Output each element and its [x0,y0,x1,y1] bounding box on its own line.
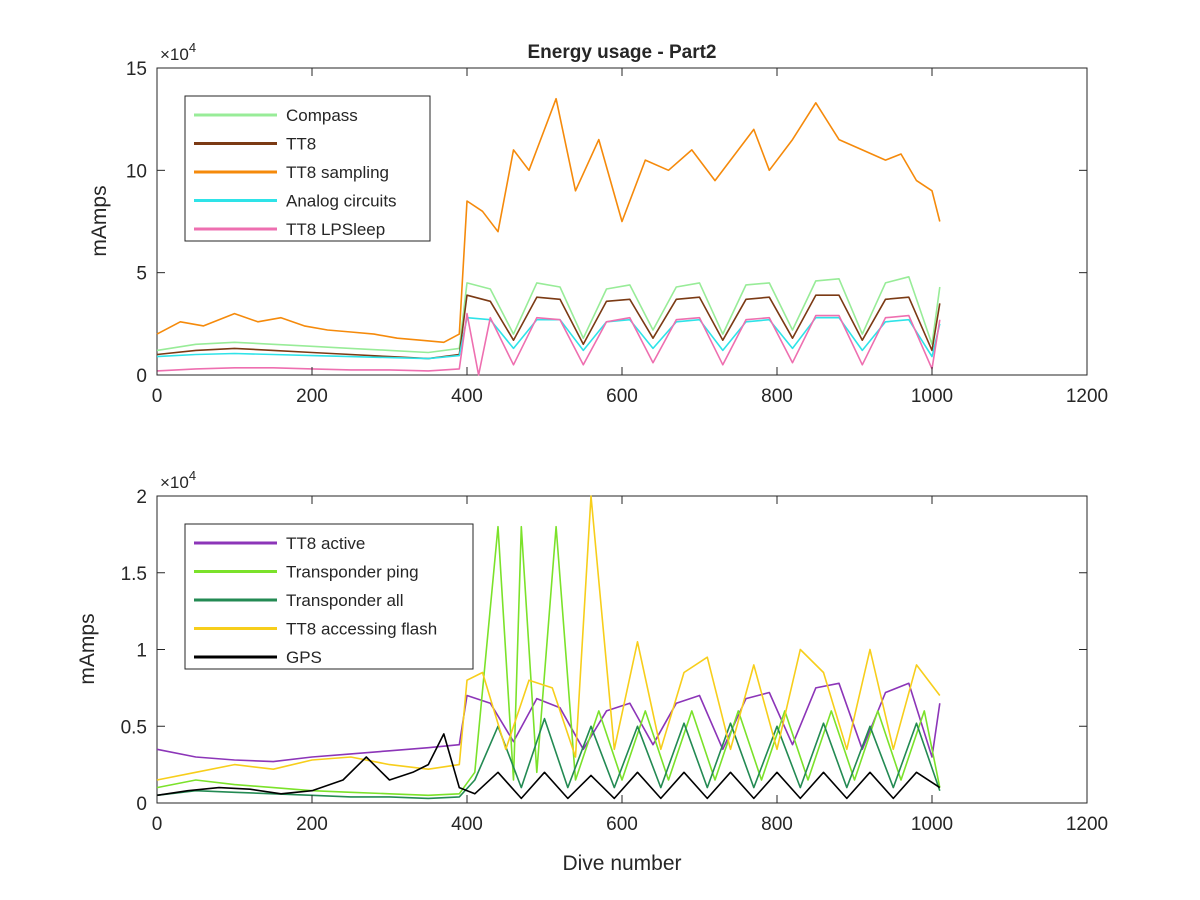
legend-label: Transponder ping [286,563,419,582]
y-axis-label: mAmps [88,185,111,256]
chart-energy-bottom: 0 200 400 600 800 1000 1200 0 0.5 1 1.5 2 mAmps Div… [76,468,1108,875]
legend-label: GPS [286,648,322,667]
x-tick-label: 0 [152,814,163,835]
x-tick-label: 400 [451,814,483,835]
x-tick-label: 1000 [911,386,953,407]
y-tick-label: 2 [136,487,147,508]
y-tick-label: 0 [136,794,147,815]
legend: Compass TT8 TT8 sampling Analog circuits TT8… [184,95,431,242]
y-axis-label: mAmps [76,613,99,684]
y-exponent: ×104 [160,468,196,492]
legend-label: Analog circuits [286,192,397,211]
y-tick-label: 0 [136,366,147,387]
legend-box [184,95,431,242]
legend-label: TT8 accessing flash [286,620,437,639]
legend-label: TT8 active [286,534,365,553]
legend-label: TT8 LPSleep [286,220,385,239]
series-line-0 [156,682,941,763]
series-line-0 [156,276,941,354]
legend: TT8 active Transponder ping Transponder al… [184,523,474,670]
x-tick-label: 800 [761,386,793,407]
series-layer [156,97,941,376]
x-tick-label: 0 [152,386,163,407]
tick-layer: 0 200 400 600 800 1000 1200 0 5 10 15 [126,59,1108,407]
legend-box [184,523,474,670]
y-tick-label: 0.5 [121,717,147,738]
x-tick-label: 1200 [1066,386,1108,407]
y-tick-label: 1 [136,641,147,662]
y-tick-label: 15 [126,59,147,80]
y-exponent: ×104 [160,40,196,64]
tick-layer: 0 200 400 600 800 1000 1200 0 0.5 1 1.5 2 [121,487,1109,835]
series-line-3 [156,495,941,781]
series-layer [156,495,941,800]
legend-label: Compass [286,106,358,125]
series-line-4 [156,733,941,800]
series-line-2 [156,717,941,800]
x-tick-label: 200 [296,814,328,835]
y-tick-label: 5 [136,264,147,285]
chart-energy-part2: 0 200 400 600 800 1000 1200 0 5 10 15 Energy usage… [88,40,1108,407]
x-tick-label: 1000 [911,814,953,835]
legend-label: TT8 sampling [286,163,389,182]
x-tick-label: 600 [606,386,638,407]
chart-title: Energy usage - Part2 [527,42,716,63]
x-tick-label: 200 [296,386,328,407]
y-tick-label: 1.5 [121,564,147,585]
y-exponent-base: ×10 [160,45,189,64]
y-exponent-power: 4 [189,468,196,483]
x-tick-label: 600 [606,814,638,835]
x-tick-label: 800 [761,814,793,835]
legend-label: TT8 [286,135,316,154]
series-line-4 [156,312,941,376]
y-tick-label: 10 [126,161,147,182]
x-tick-label: 400 [451,386,483,407]
x-axis-label: Dive number [562,852,681,875]
legend-label: Transponder all [286,591,404,610]
series-line-2 [156,97,941,344]
x-tick-label: 1200 [1066,814,1108,835]
y-exponent-power: 4 [189,40,196,55]
series-line-1 [156,525,941,797]
y-exponent-base: ×10 [160,473,189,492]
series-line-1 [156,294,941,360]
